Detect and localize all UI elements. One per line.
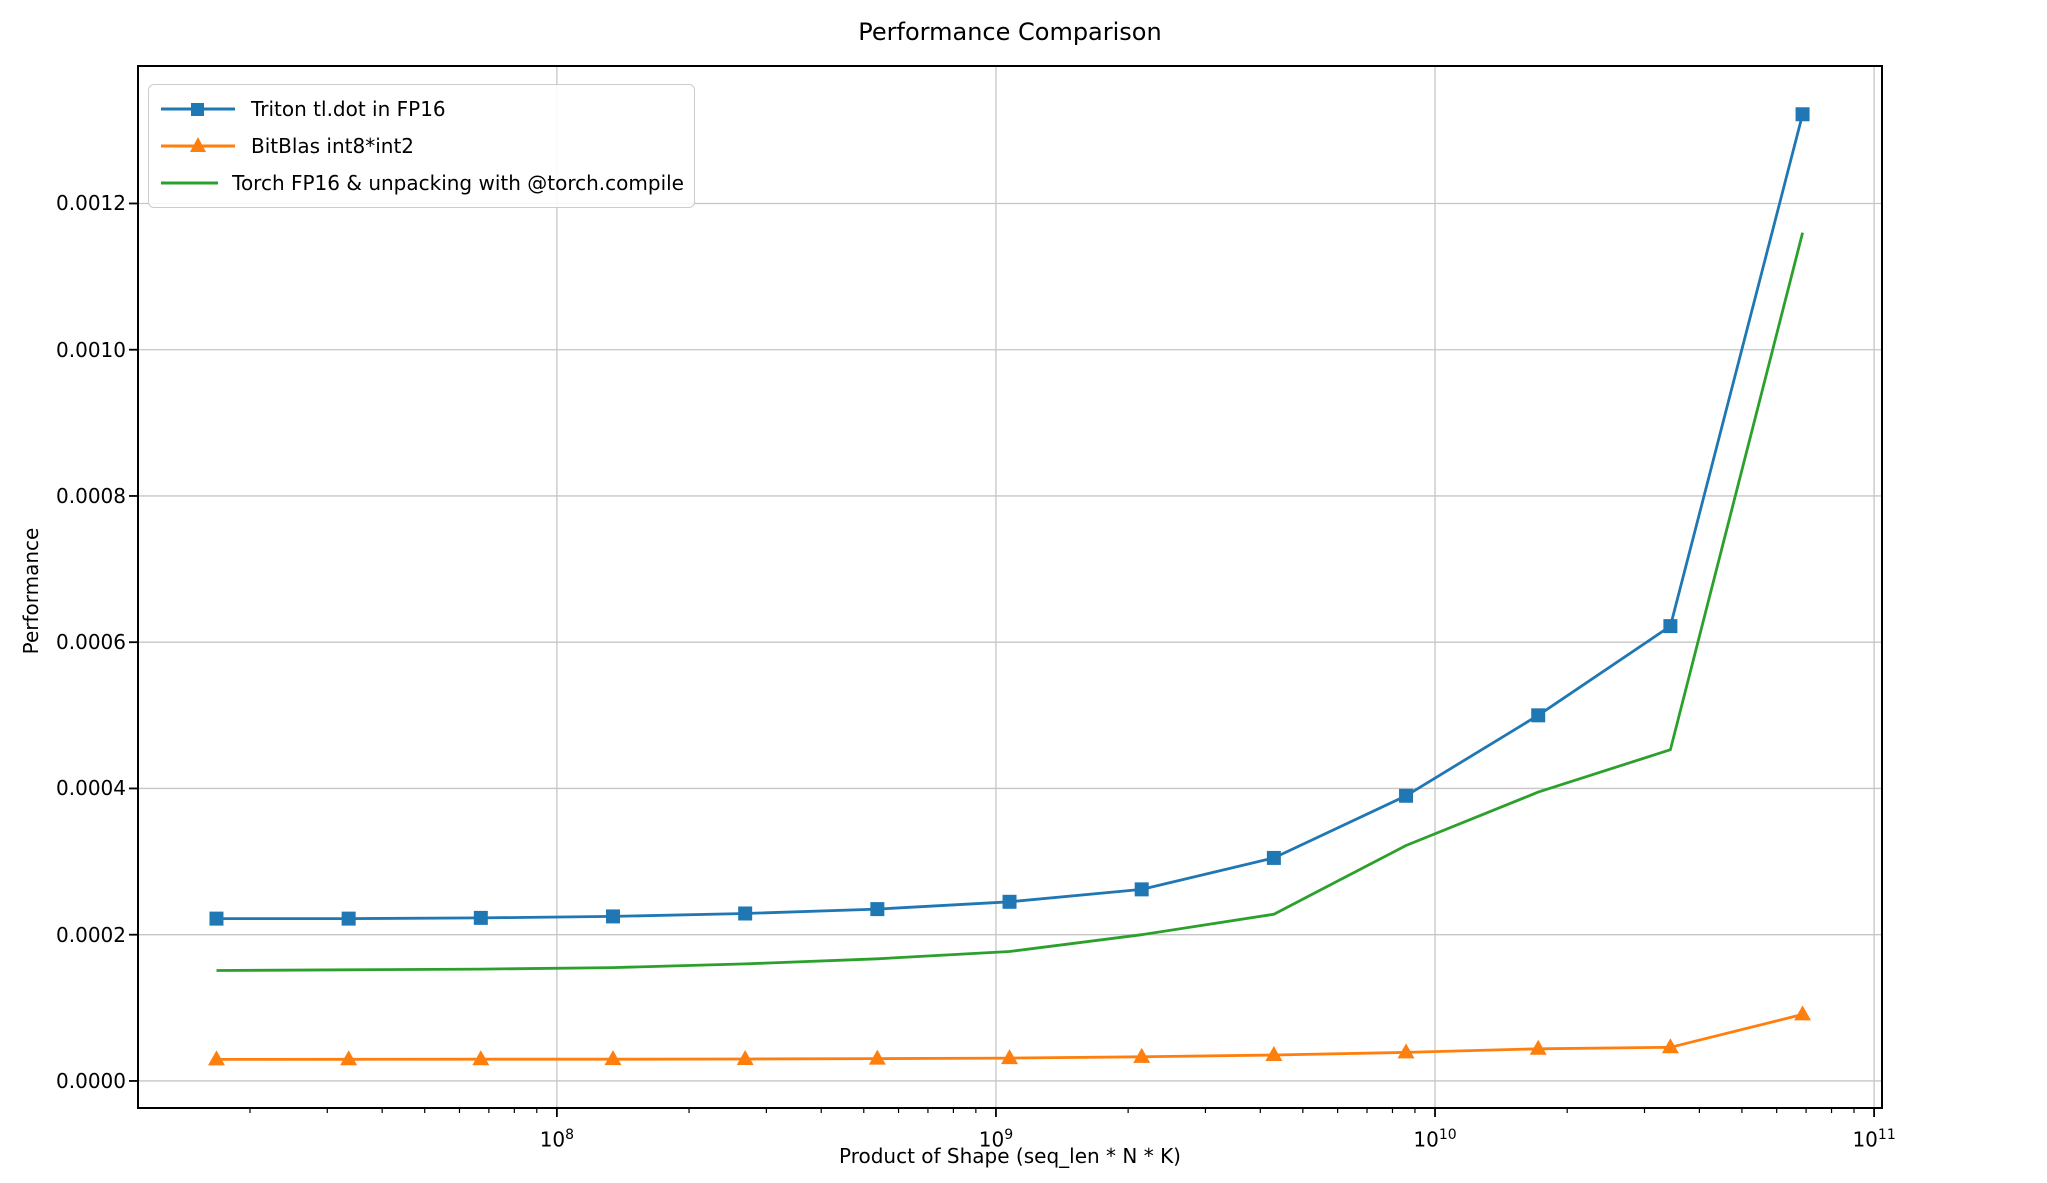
series-1-marker bbox=[1265, 1045, 1283, 1061]
series-0-marker bbox=[605, 909, 620, 924]
series-0-marker bbox=[1266, 850, 1281, 865]
legend-label: BitBlas int8*int2 bbox=[251, 133, 415, 158]
legend-sample-square-icon bbox=[161, 103, 235, 117]
legend-item-1: BitBlas int8*int2 bbox=[159, 131, 684, 161]
legend-sample-line-icon bbox=[161, 181, 219, 185]
chart-title: Performance Comparison bbox=[858, 18, 1162, 46]
series-1-marker bbox=[340, 1050, 358, 1066]
legend-label: Triton tl.dot in FP16 bbox=[251, 97, 446, 122]
series-0-marker bbox=[1531, 708, 1546, 723]
legend-item-0: Triton tl.dot in FP16 bbox=[159, 94, 684, 124]
series-line-0 bbox=[216, 113, 1804, 920]
legend-label: Torch FP16 & unpacking with @torch.compi… bbox=[232, 170, 684, 195]
series-0-marker bbox=[1663, 619, 1678, 634]
y-tick-label: 0.0004 bbox=[56, 776, 126, 801]
y-tick-label: 0.0006 bbox=[56, 630, 126, 655]
series-1-marker bbox=[604, 1050, 622, 1066]
y-tick-label: 0.0002 bbox=[56, 922, 126, 947]
series-0-marker bbox=[1002, 894, 1017, 909]
legend-sample-triangle-icon bbox=[161, 136, 235, 152]
series-0-marker bbox=[341, 911, 356, 926]
x-tick-label: 1010 bbox=[1413, 1127, 1457, 1152]
y-tick-label: 0.0000 bbox=[56, 1068, 126, 1093]
x-axis-label: Product of Shape (seq_len * N * K) bbox=[839, 1144, 1181, 1168]
series-1-marker bbox=[1661, 1038, 1679, 1054]
series-line-2 bbox=[216, 232, 1804, 972]
series-1-marker bbox=[736, 1050, 754, 1066]
series-0-marker bbox=[1795, 107, 1810, 122]
y-tick-label: 0.0012 bbox=[56, 191, 126, 216]
series-1-marker bbox=[1794, 1005, 1812, 1021]
series-1-marker bbox=[1529, 1039, 1547, 1055]
series-0-marker bbox=[1134, 882, 1149, 897]
plot-border bbox=[137, 65, 1883, 1109]
series-0-marker bbox=[473, 910, 488, 925]
x-tick-label: 1011 bbox=[1852, 1127, 1896, 1152]
x-tick-label: 109 bbox=[978, 1127, 1014, 1152]
series-1-marker bbox=[472, 1050, 490, 1066]
y-tick-label: 0.0010 bbox=[56, 337, 126, 362]
series-1-marker bbox=[868, 1049, 886, 1065]
y-tick-label: 0.0008 bbox=[56, 483, 126, 508]
y-axis-label: Performance bbox=[19, 527, 43, 655]
series-0-marker bbox=[209, 911, 224, 926]
legend-item-2: Torch FP16 & unpacking with @torch.compi… bbox=[159, 168, 684, 198]
series-0-marker bbox=[738, 906, 753, 921]
series-0-marker bbox=[1399, 788, 1414, 803]
series-1-marker bbox=[1001, 1049, 1019, 1065]
legend: Triton tl.dot in FP16 BitBlas int8*int2 To… bbox=[148, 84, 695, 208]
x-tick-label: 108 bbox=[539, 1127, 575, 1152]
series-1-marker bbox=[207, 1050, 225, 1066]
series-1-marker bbox=[1397, 1043, 1415, 1059]
series-1-marker bbox=[1133, 1047, 1151, 1063]
series-0-marker bbox=[870, 902, 885, 917]
